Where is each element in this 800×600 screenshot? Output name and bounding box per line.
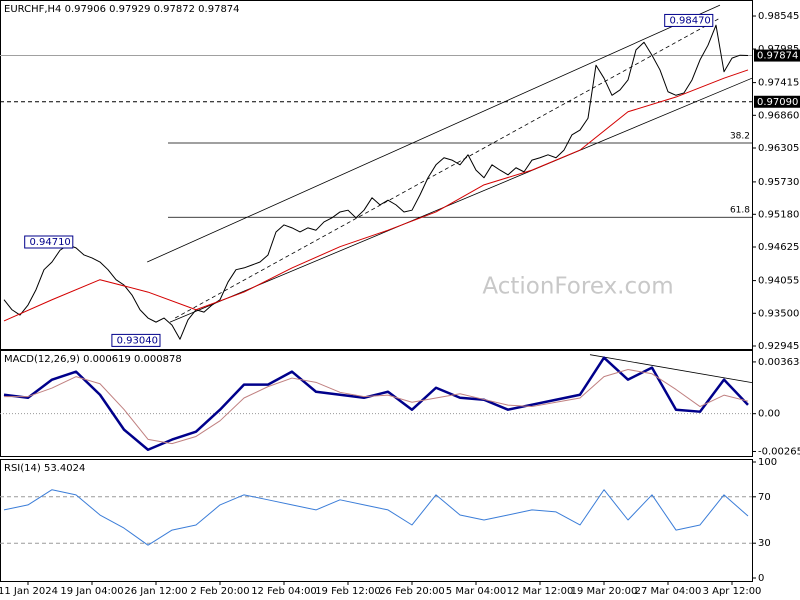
watermark: ActionForex.com <box>482 274 673 300</box>
y-tick-label: 0.97985 <box>758 44 799 55</box>
series-line <box>4 369 749 445</box>
x-tick-label: 26 Jan 12:00 <box>124 586 187 597</box>
x-tick-label: 11 Jan 2024 <box>0 586 58 597</box>
level-box <box>24 235 74 249</box>
y-tick-label: 0.95180 <box>758 209 799 220</box>
panel-frame <box>0 350 753 457</box>
series-line <box>3 69 749 322</box>
level-label: 0.98470 <box>669 15 710 26</box>
trend-line <box>147 4 721 263</box>
y-tick-label: 0.93500 <box>758 308 799 319</box>
y-tick-label: 70 <box>758 492 771 503</box>
series-line <box>3 356 749 451</box>
x-tick-label: 19 Mar 20:00 <box>571 586 638 597</box>
series-line <box>3 489 749 546</box>
panel-title: MACD(12,26,9) 0.000619 0.000878 <box>4 354 182 365</box>
panel-frame <box>0 0 753 350</box>
price-tag-label: 0.97874 <box>757 51 798 62</box>
x-tick-label: 5 Mar 04:00 <box>446 586 506 597</box>
price-tag-label: 0.97090 <box>757 97 798 108</box>
level-label: 0.93040 <box>117 335 158 346</box>
price-tag <box>754 49 800 62</box>
y-tick-label: 0.96860 <box>758 110 799 121</box>
y-tick-label: -0.002652 <box>758 446 800 457</box>
x-tick-label: 27 Mar 04:00 <box>635 586 702 597</box>
trend-line <box>589 354 753 384</box>
price-tag <box>754 95 800 108</box>
level-label: 0.94710 <box>29 237 70 248</box>
trend-line <box>169 77 753 323</box>
x-tick-label: 3 Apr 12:00 <box>703 586 762 597</box>
x-tick-label: 2 Feb 20:00 <box>190 586 249 597</box>
panel-title: RSI(14) 53.4024 <box>4 463 85 474</box>
y-tick-label: 0.98545 <box>758 11 799 22</box>
fib-label: 61.8 <box>730 206 750 216</box>
x-tick-label: 19 Jan 04:00 <box>60 586 123 597</box>
x-tick-label: 12 Feb 04:00 <box>251 586 317 597</box>
x-tick-label: 19 Feb 12:00 <box>315 586 381 597</box>
y-tick-label: 30 <box>758 538 771 549</box>
y-tick-label: 0.95730 <box>758 177 799 188</box>
fib-label: 38.2 <box>730 132 750 142</box>
y-tick-label: 0.92945 <box>758 341 799 352</box>
panel-title: EURCHF,H4 0.97906 0.97929 0.97872 0.9787… <box>4 4 240 15</box>
panel-frame <box>0 459 753 582</box>
y-tick-label: 0.94055 <box>758 276 799 287</box>
y-tick-label: 100 <box>758 457 777 468</box>
level-box <box>111 333 161 347</box>
y-tick-label: 0 <box>758 573 764 584</box>
x-tick-label: 26 Feb 20:00 <box>379 586 445 597</box>
y-tick-label: 0.97415 <box>758 78 799 89</box>
y-tick-label: 0.00 <box>758 409 780 420</box>
level-box <box>664 13 714 27</box>
trend-line <box>175 17 721 319</box>
x-tick-label: 12 Mar 12:00 <box>507 586 574 597</box>
y-tick-label: 0.94625 <box>758 242 799 253</box>
y-tick-label: 0.003634 <box>758 357 800 368</box>
series-line <box>3 24 749 340</box>
y-tick-label: 0.96305 <box>758 143 799 154</box>
